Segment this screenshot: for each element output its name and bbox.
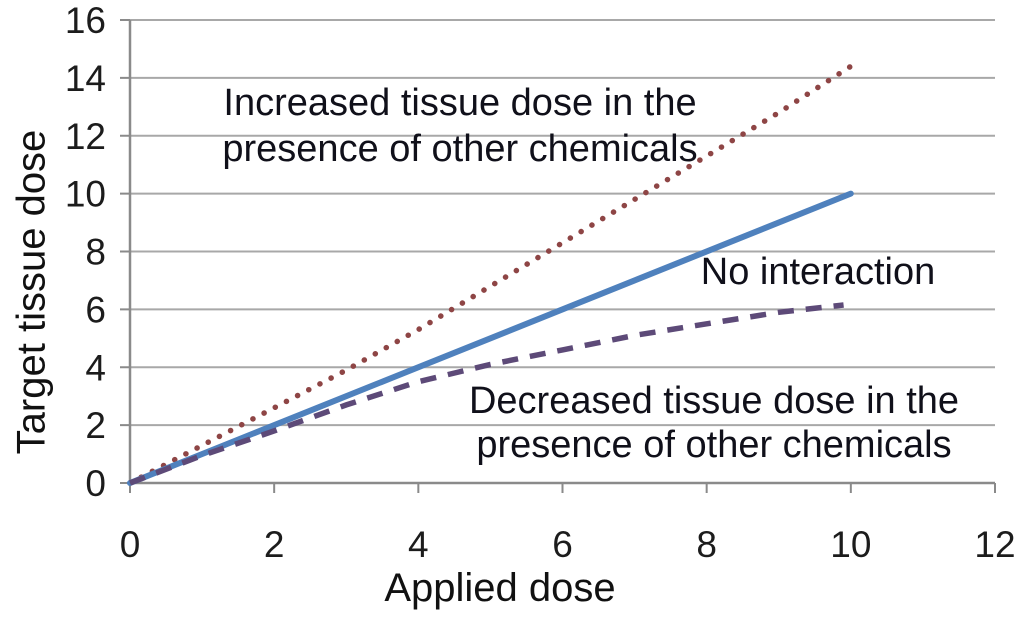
series-line-dotted (127, 63, 854, 486)
y-tick-label-10: 10 (65, 174, 106, 215)
y-tick-label-16: 16 (65, 0, 106, 41)
y-tick-label-8: 8 (85, 232, 106, 273)
series-line-solid (127, 190, 854, 486)
annotation-no-interaction: No interaction (701, 249, 935, 295)
annotation-decreased-line2: presence of other chemicals (476, 424, 952, 466)
x-tick-label-0: 0 (120, 524, 141, 565)
y-tick-label-0: 0 (85, 463, 106, 504)
y-tick-label-6: 6 (85, 289, 106, 330)
y-tick-label-12: 12 (65, 116, 106, 157)
x-tick-label-10: 10 (830, 524, 871, 565)
annotation-increased-line2: presence of other chemicals (222, 128, 698, 170)
x-tick-label-12: 12 (974, 524, 1015, 565)
y-tick-label-4: 4 (85, 347, 106, 388)
y-tick-label-2: 2 (85, 405, 106, 446)
series-line-dashed (129, 302, 844, 486)
x-tick-label-8: 8 (696, 524, 717, 565)
y-tick-label-14: 14 (65, 58, 106, 99)
annotation-increased-tissue-dose: Increased tissue dose in the presence of… (222, 80, 697, 172)
annotation-increased-line1: Increased tissue dose in the (223, 82, 697, 124)
x-axis-title: Applied dose (384, 566, 616, 610)
x-tick-label-6: 6 (552, 524, 573, 565)
annotation-decreased-tissue-dose: Decreased tissue dose in the presence of… (469, 379, 959, 467)
x-tick-label-2: 2 (264, 524, 285, 565)
y-axis-title: Target tissue dose (9, 129, 54, 455)
annotation-no-interaction-label: No interaction (700, 251, 936, 293)
annotation-decreased-line1: Decreased tissue dose in the (468, 380, 960, 422)
x-tick-label-4: 4 (408, 524, 429, 565)
